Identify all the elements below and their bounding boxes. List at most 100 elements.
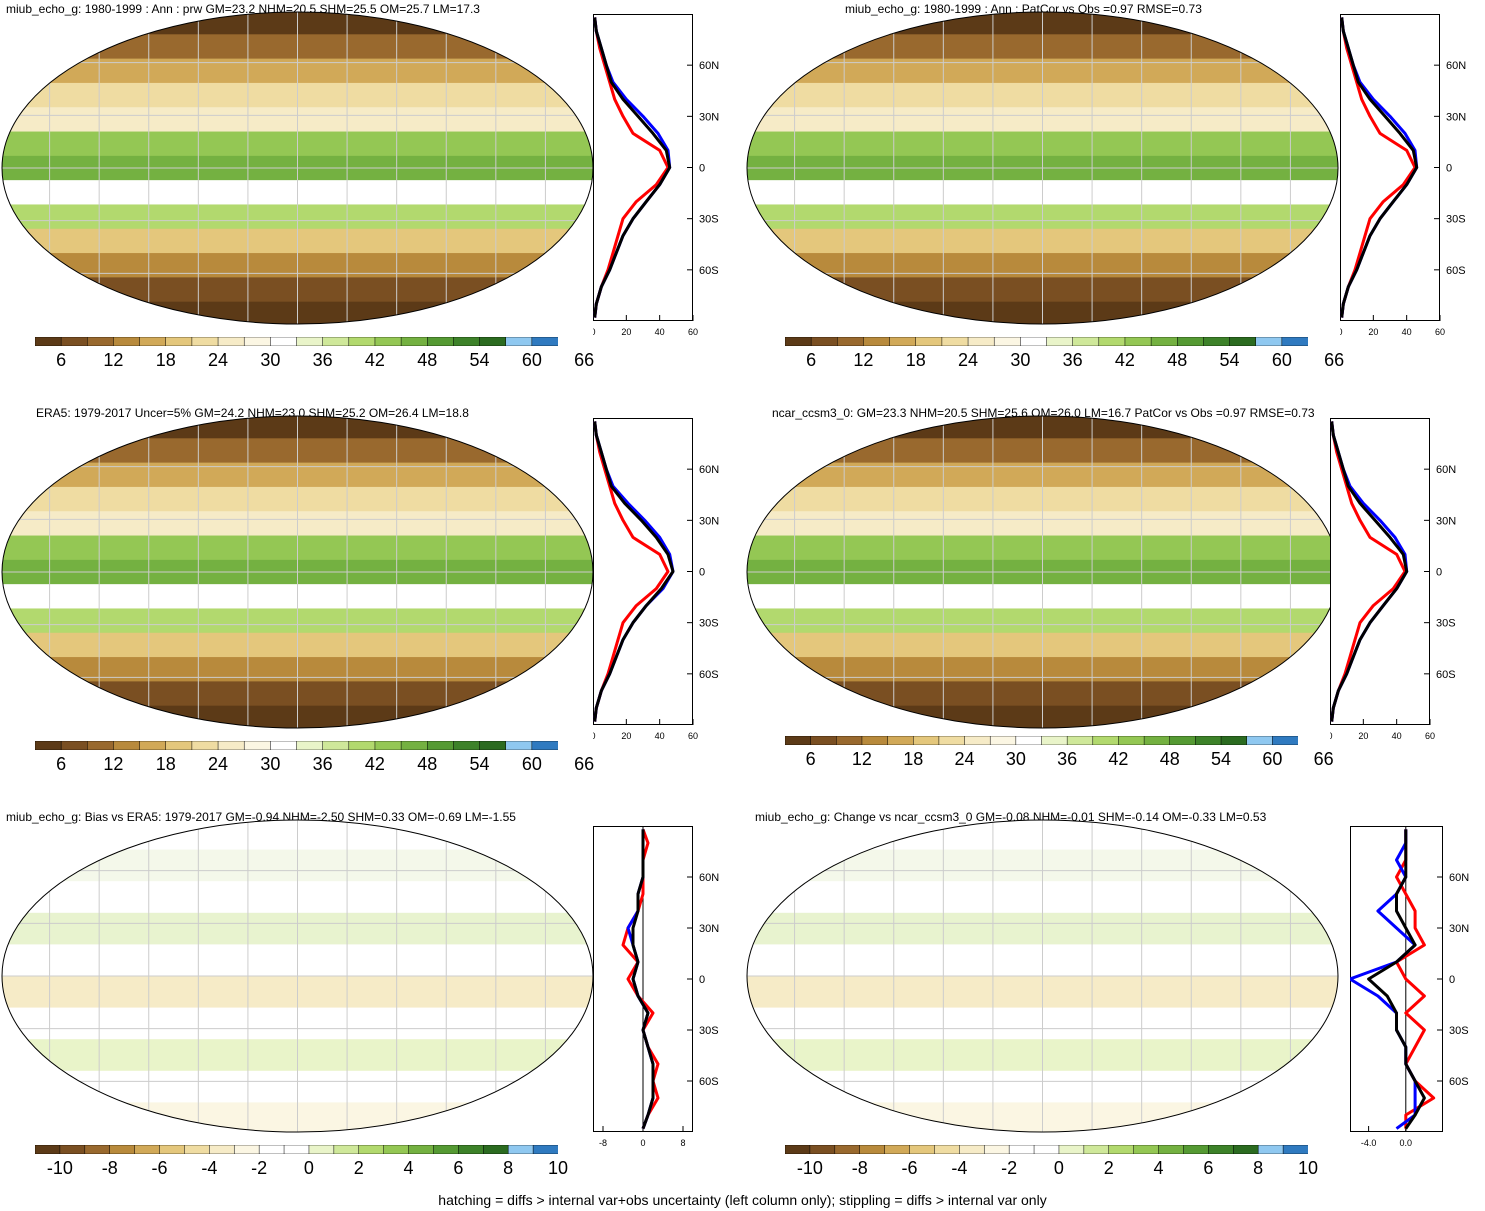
lat-tick-label: 60S: [699, 265, 719, 277]
lat-tick-label: 30S: [1436, 618, 1456, 630]
colorbar-swatch: [479, 337, 507, 346]
colorbar-tick-label: 10: [547, 1158, 569, 1178]
colorbar-swatch: [400, 741, 429, 750]
colorbar-swatch: [859, 1145, 886, 1154]
colorbar-tick-label: 48: [417, 350, 438, 370]
colorbar-tick-label: 66: [574, 754, 595, 774]
colorbar: [35, 741, 558, 750]
colorbar-swatch: [785, 736, 812, 745]
colorbar-tick-label: -4: [201, 1158, 218, 1178]
colorbar-swatch: [887, 736, 914, 745]
colorbar-tick-label: -6: [151, 1158, 168, 1178]
colorbar-tick-label: 8: [503, 1158, 514, 1178]
lat-tick-label: 30N: [1436, 515, 1456, 527]
zonal-series-line: [593, 421, 670, 722]
colorbar-swatch: [217, 337, 245, 346]
colorbar-swatch: [433, 1145, 460, 1154]
colorbar: [35, 337, 558, 346]
colorbar: [785, 337, 1308, 346]
colorbar-tick-label: -8: [851, 1158, 868, 1178]
colorbar-swatch: [479, 741, 507, 750]
lat-tick-label: 30N: [699, 111, 719, 123]
colorbar-swatch: [322, 741, 350, 750]
colorbar-tick-label: 66: [1324, 350, 1345, 370]
colorbar-swatch: [1108, 1145, 1135, 1154]
colorbar-swatch: [191, 741, 219, 750]
colorbar-swatch: [1008, 1145, 1035, 1154]
colorbar-swatch: [507, 1145, 534, 1154]
colorbar-swatch: [1195, 736, 1222, 745]
lat-tick-label: 60N: [1436, 464, 1456, 476]
colorbar-swatch: [1083, 1145, 1110, 1154]
colorbar-swatch: [938, 736, 966, 745]
colorbar-swatch: [1058, 1145, 1085, 1154]
x-tick-label: 40: [1392, 731, 1402, 741]
x-tick-label: 20: [1368, 327, 1378, 337]
colorbar-tick-label: 54: [469, 754, 490, 774]
colorbar-swatch: [1220, 736, 1248, 745]
colorbar-swatch: [243, 741, 272, 750]
zonal-mean-plot: mm60N30N030S60S-4.00.0: [1350, 826, 1469, 1148]
colorbar-tick-label: 36: [1057, 749, 1078, 769]
zonal-series-line: [631, 829, 655, 1130]
colorbar-tick-label: 6: [805, 749, 816, 769]
x-tick-label: 0: [1330, 731, 1333, 741]
colorbar-swatch: [1272, 736, 1298, 745]
colorbar-tick-label: 36: [312, 754, 333, 774]
lat-tick-label: 0: [1449, 974, 1455, 986]
colorbar-swatch: [834, 1145, 861, 1154]
lat-tick-label: 30N: [699, 923, 719, 935]
colorbar-swatch: [1015, 736, 1043, 745]
colorbar-swatch: [233, 1145, 260, 1154]
colorbar-tick-label: -10: [796, 1158, 823, 1178]
colorbar-tick-label: 30: [260, 754, 281, 774]
colorbar-swatch: [60, 741, 89, 750]
colorbar-tick-label: 6: [453, 1158, 464, 1178]
colorbar-tick-label: 42: [364, 754, 385, 774]
zonal-series-line: [1367, 829, 1426, 1130]
colorbar-tick-label: -6: [901, 1158, 918, 1178]
colorbar-tick-label: 2: [1103, 1158, 1114, 1178]
colorbar-swatch: [964, 736, 991, 745]
colorbar-tick-label: 18: [905, 350, 926, 370]
panel-title: miub_echo_g: 1980-1999 : Ann : prw GM=23…: [6, 2, 480, 16]
footer-note: hatching = diffs > internal var+obs unce…: [438, 1192, 1047, 1208]
world-map: [746, 11, 1339, 325]
colorbar-swatch: [1143, 736, 1171, 745]
panel-title: miub_echo_g: Change vs ncar_ccsm3_0 GM=-…: [755, 810, 1267, 824]
colorbar-swatch: [1020, 337, 1048, 346]
colorbar-swatch: [1133, 1145, 1160, 1154]
x-tick-label: 60: [688, 327, 698, 337]
colorbar-tick-label: 24: [954, 749, 975, 769]
colorbar-tick-label: 54: [1211, 749, 1232, 769]
x-tick-label: 20: [621, 327, 631, 337]
zonal-frame: [1350, 826, 1443, 1132]
colorbar-swatch: [184, 1145, 211, 1154]
colorbar-tick-label: 12: [103, 350, 124, 370]
lat-tick-label: 30N: [1449, 923, 1469, 935]
colorbar-swatch: [165, 337, 193, 346]
colorbar-swatch: [1098, 337, 1126, 346]
world-map: [746, 819, 1339, 1133]
x-tick-label: 0: [640, 1138, 645, 1148]
colorbar-swatch: [1046, 337, 1074, 346]
colorbar-swatch: [810, 736, 838, 745]
colorbar-tick-label: 36: [312, 350, 333, 370]
colorbar-tick-label: 30: [1005, 749, 1026, 769]
colorbar-swatch: [785, 337, 812, 346]
colorbar-swatch: [35, 1145, 61, 1154]
colorbar-tick-label: 12: [851, 749, 872, 769]
colorbar-swatch: [915, 337, 943, 346]
colorbar-swatch: [531, 741, 558, 750]
panel-title: miub_echo_g: 1980-1999 : Ann : PatCor vs…: [845, 2, 1202, 16]
x-tick-label: 0: [593, 731, 596, 741]
colorbar-tick-label: 12: [103, 754, 124, 774]
colorbar-tick-label: 30: [1010, 350, 1031, 370]
zonal-series-line: [1330, 421, 1409, 722]
colorbar-swatch: [505, 337, 533, 346]
colorbar: [785, 1145, 1308, 1154]
lat-tick-label: 30S: [699, 1025, 719, 1037]
colorbar-tick-label: -4: [951, 1158, 968, 1178]
colorbar-swatch: [139, 741, 167, 750]
colorbar-swatch: [217, 741, 245, 750]
